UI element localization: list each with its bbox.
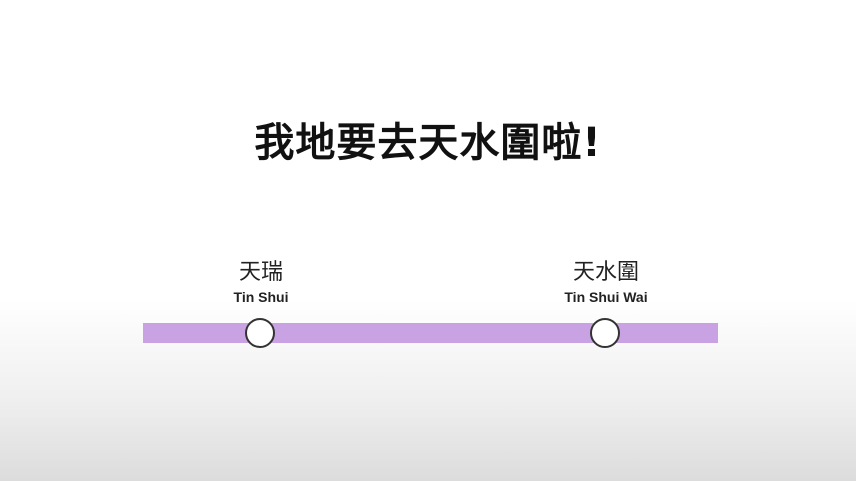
- station-label-tin-shui: 天瑞 Tin Shui: [161, 260, 361, 306]
- station-name-zh: 天瑞: [238, 260, 283, 285]
- station-node-tin-shui: [245, 318, 275, 348]
- station-node-tin-shui-wai: [590, 318, 620, 348]
- route-line: [143, 323, 718, 343]
- page-title: 我地要去天水圍啦!: [254, 120, 602, 166]
- station-name-zh: 天水圍: [572, 260, 639, 285]
- station-name-en: Tin Shui Wai: [564, 289, 648, 305]
- station-name-en: Tin Shui: [233, 289, 289, 305]
- station-label-tin-shui-wai: 天水圍 Tin Shui Wai: [506, 260, 706, 306]
